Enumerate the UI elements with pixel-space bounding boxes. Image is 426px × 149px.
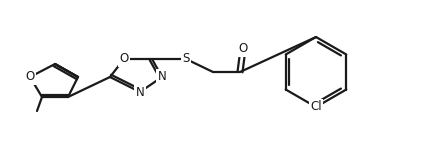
Text: O: O — [238, 42, 247, 55]
Text: N: N — [157, 70, 166, 83]
Text: Cl: Cl — [309, 100, 321, 114]
Text: O: O — [119, 52, 128, 66]
Text: S: S — [182, 52, 189, 66]
Text: O: O — [25, 70, 35, 83]
Text: N: N — [135, 86, 144, 98]
